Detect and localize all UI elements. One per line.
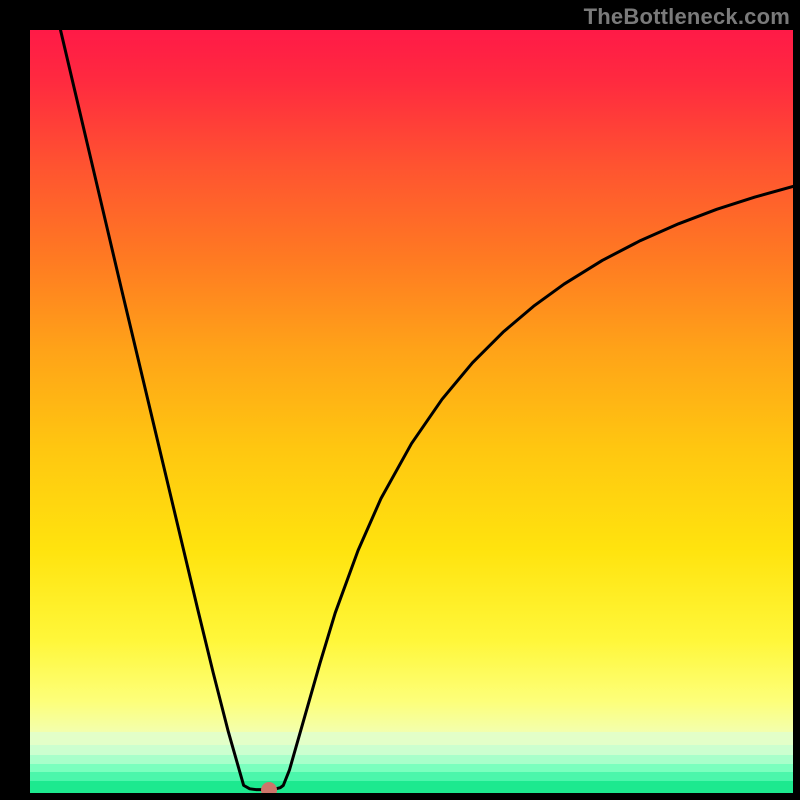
bottleneck-curve — [30, 30, 793, 793]
watermark-text: TheBottleneck.com — [584, 4, 790, 30]
curve-path — [61, 30, 793, 790]
optimal-point-marker — [261, 782, 277, 793]
chart-frame: TheBottleneck.com — [0, 0, 800, 800]
plot-area — [30, 30, 793, 793]
